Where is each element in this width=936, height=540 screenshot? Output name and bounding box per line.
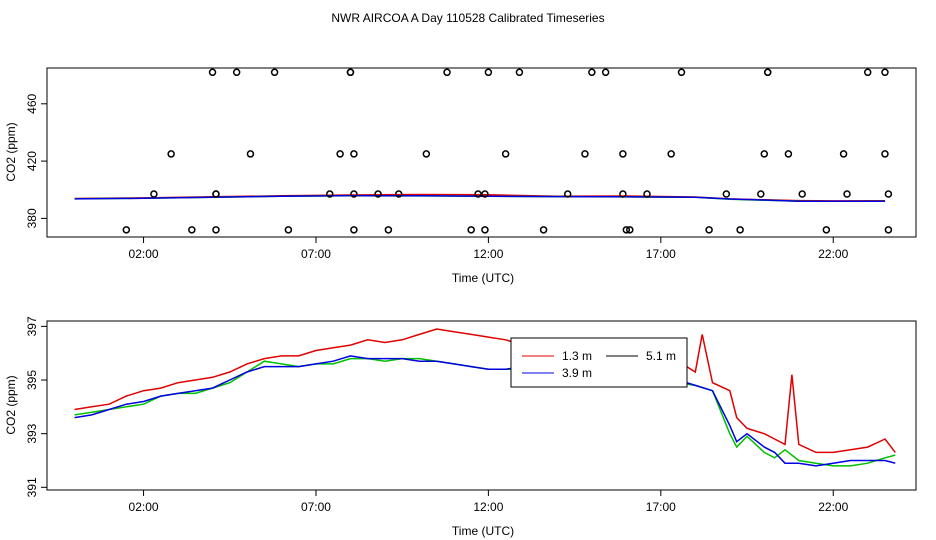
top-data-point [443, 68, 451, 77]
top-data-point [881, 150, 889, 158]
top-data-point [667, 150, 675, 158]
bottom-series-line-3 [74, 355, 896, 467]
top-y-ticks: 380 420 460 [25, 93, 47, 228]
bottom-y-tick-label: 395 [25, 370, 39, 390]
top-data-point [246, 150, 255, 158]
top-data-point [326, 190, 334, 198]
top-data-point [539, 226, 548, 234]
top-data-point [467, 226, 475, 234]
top-data-point [374, 190, 382, 198]
bottom-plot-area [74, 328, 896, 467]
top-data-point [881, 68, 889, 77]
top-data-point [336, 150, 344, 158]
top-data-point [167, 150, 175, 158]
bottom-y-tick-label: 393 [25, 423, 39, 443]
top-y-tick-label: 380 [25, 208, 39, 228]
top-y-tick-label: 420 [25, 151, 39, 171]
top-data-point [581, 150, 589, 158]
bottom-y-axis-label: CO2 (ppm) [4, 375, 18, 434]
bottom-plot-frame [46, 320, 917, 491]
top-data-point [643, 190, 651, 198]
top-plot-area [74, 68, 893, 234]
top-data-point [422, 150, 431, 158]
top-data-point [677, 68, 686, 77]
legend-box [510, 337, 688, 388]
top-data-point [736, 226, 744, 234]
top-data-point [784, 150, 793, 158]
top-series-line-3 [74, 194, 886, 203]
top-data-point [839, 150, 848, 158]
top-data-point [350, 190, 358, 198]
bottom-x-axis-label: Time (UTC) [452, 524, 514, 538]
top-data-point [588, 68, 596, 77]
top-data-point [884, 226, 893, 234]
top-data-point [619, 150, 627, 158]
top-data-point [863, 68, 872, 77]
top-data-point [284, 226, 293, 234]
top-data-point [884, 190, 893, 198]
legend: 1.3 m 5.1 m 3.9 m [510, 337, 688, 388]
bottom-x-ticks: 02:00 07:00 12:00 17:00 22:00 [129, 490, 849, 514]
top-x-tick-label: 22:00 [818, 247, 848, 261]
bottom-y-tick-label: 391 [25, 477, 39, 497]
top-data-point [822, 226, 831, 234]
top-data-point [350, 150, 358, 158]
top-data-point [484, 68, 493, 77]
legend-label-2: 5.1 m [646, 349, 676, 363]
top-data-point [626, 226, 634, 234]
top-data-point [270, 68, 279, 77]
top-x-tick-label: 02:00 [129, 247, 159, 261]
bottom-panel: 02:00 07:00 12:00 17:00 22:00 391 393 395 397 T… [4, 316, 917, 538]
top-data-point [212, 226, 220, 234]
top-x-tick-label: 17:00 [646, 247, 676, 261]
top-data-point [760, 150, 769, 158]
top-data-point [394, 190, 403, 198]
bottom-x-tick-label: 02:00 [129, 500, 159, 514]
top-data-point [188, 226, 196, 234]
top-data-point [601, 68, 610, 77]
bottom-y-ticks: 391 393 395 397 [25, 316, 47, 497]
top-data-point [798, 190, 806, 198]
bottom-x-tick-label: 17:00 [646, 500, 676, 514]
top-x-ticks: 02:00 07:00 12:00 17:00 22:00 [129, 237, 849, 261]
top-data-point [346, 68, 355, 77]
top-data-point [705, 226, 713, 234]
legend-label-3: 3.9 m [562, 366, 592, 380]
top-x-tick-label: 12:00 [473, 247, 503, 261]
chart-title: NWR AIRCOA A Day 110528 Calibrated Times… [331, 11, 604, 25]
top-data-point [622, 226, 631, 234]
top-x-axis-label: Time (UTC) [452, 271, 514, 285]
bottom-y-tick-label: 397 [25, 316, 39, 336]
top-data-point [757, 190, 765, 198]
bottom-series-line-2 [74, 357, 896, 467]
top-data-point [208, 68, 217, 77]
top-data-point [122, 226, 131, 234]
top-data-point [232, 68, 241, 77]
top-data-point [474, 190, 482, 198]
bottom-x-tick-label: 12:00 [473, 500, 503, 514]
legend-label-1: 1.3 m [562, 349, 592, 363]
top-plot-frame [46, 67, 917, 238]
bottom-x-tick-label: 22:00 [818, 500, 848, 514]
top-data-point [843, 190, 851, 198]
top-data-point [515, 68, 524, 77]
top-data-point [150, 190, 158, 198]
bottom-x-tick-label: 07:00 [301, 500, 331, 514]
top-data-point [481, 190, 489, 198]
top-panel: 02:00 07:00 12:00 17:00 22:00 380 420 460 Time… [4, 67, 917, 285]
top-data-point [384, 226, 393, 234]
top-data-point [481, 226, 489, 234]
top-data-point [501, 150, 510, 158]
top-y-tick-label: 460 [25, 93, 39, 113]
top-data-point [563, 190, 572, 198]
top-data-point [722, 190, 731, 198]
top-y-axis-label: CO2 (ppm) [4, 122, 18, 181]
top-data-point [212, 190, 220, 198]
top-data-point [619, 190, 627, 198]
top-x-tick-label: 07:00 [301, 247, 331, 261]
top-data-point [350, 226, 358, 234]
top-data-point [763, 68, 772, 77]
